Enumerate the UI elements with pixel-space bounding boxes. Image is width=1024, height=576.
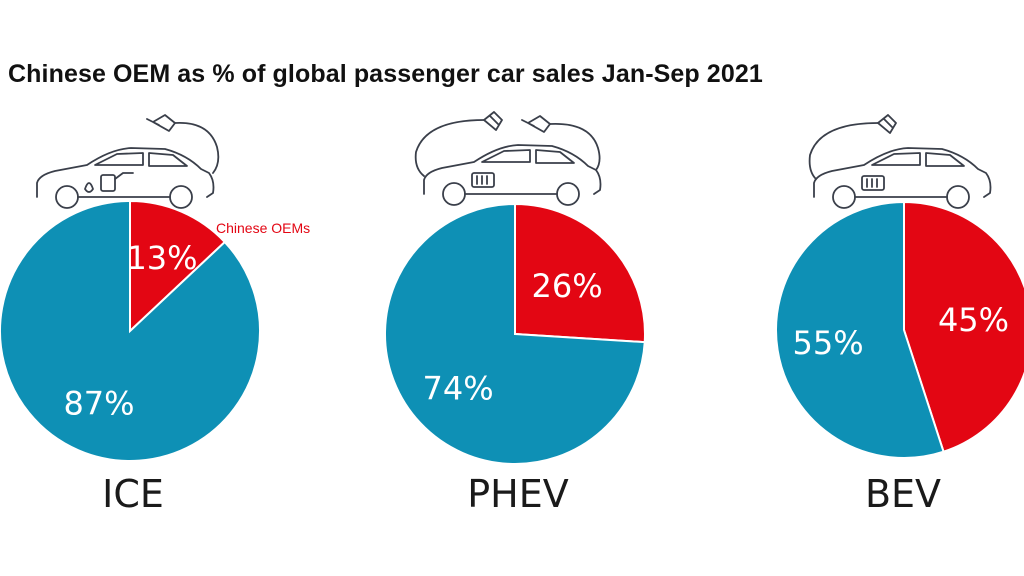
slice-label-bev-chinese-oems: 45% — [938, 301, 1009, 339]
slice-label-phev-others: 74% — [423, 369, 494, 407]
car-plug-battery-icon — [808, 114, 992, 209]
series-annotation-chinese-oems: Chinese OEMs — [216, 220, 310, 236]
category-label-ice: ICE — [102, 472, 164, 516]
car-plug-and-fuel-pump-icon — [414, 111, 602, 206]
category-label-phev: PHEV — [467, 472, 569, 516]
slice-label-bev-others: 55% — [793, 324, 864, 362]
pie-charts-group: 13% 87% ICE 26% 74% PHEV 45% 55% BEV Chinese OEMs — [0, 199, 1024, 516]
category-label-bev: BEV — [865, 472, 941, 516]
pie-slice-bev-others — [775, 200, 945, 459]
slice-label-ice-chinese-oems: 13% — [126, 239, 197, 277]
chart-title: Chinese OEM as % of global passenger car… — [8, 60, 763, 88]
pie-slice-ice-chinese-oems — [129, 199, 227, 334]
pie-slice-phev-chinese-oems — [514, 202, 646, 344]
pie-slice-phev-others — [384, 202, 646, 465]
pie-slice-ice-others — [0, 199, 261, 462]
pie-slice-bev-chinese-oems — [903, 200, 1024, 454]
slice-label-ice-others: 87% — [63, 385, 134, 423]
car-fuel-pump-icon — [36, 114, 220, 209]
slice-label-phev-chinese-oems: 26% — [532, 267, 603, 305]
